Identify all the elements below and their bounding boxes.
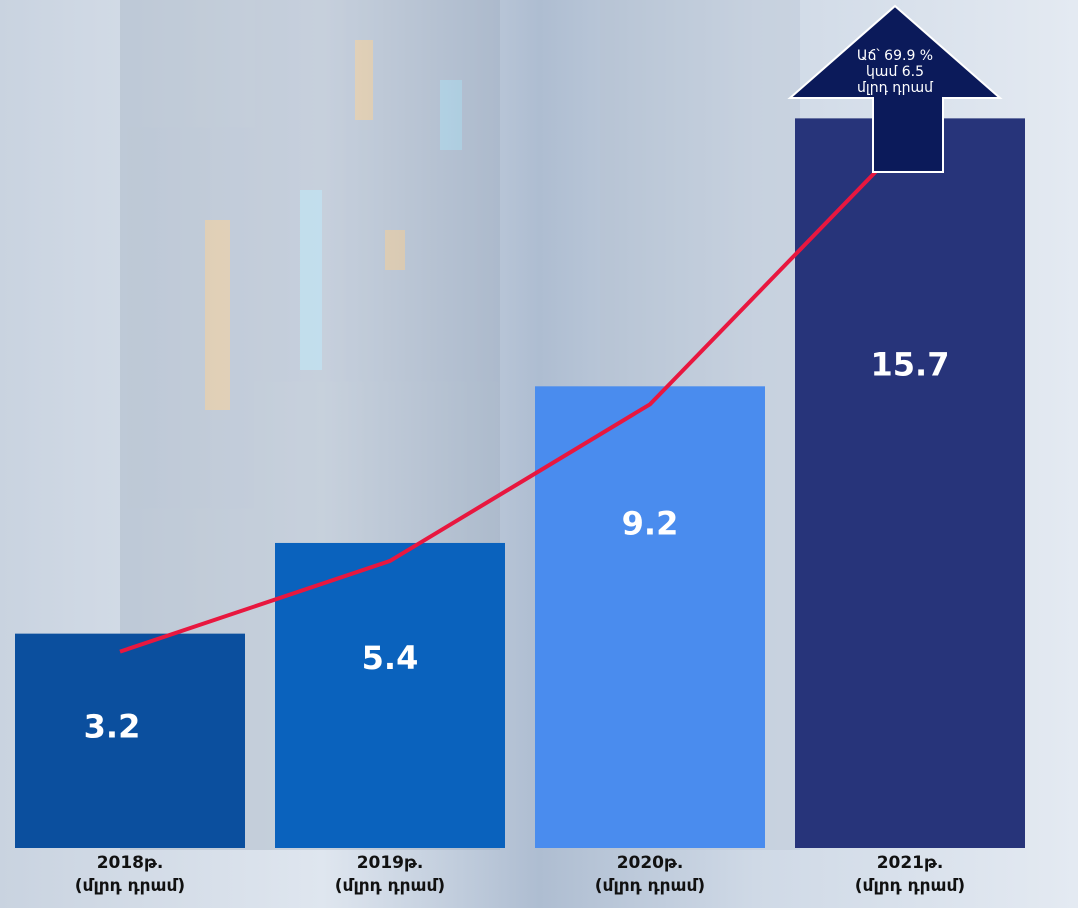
- trend-line: [119, 134, 912, 654]
- x-tick-label: 2019թ. (մլրդ դրամ): [334, 853, 446, 896]
- growth-annotation: Աճ՝ 69.9 % կամ 6.5 մլրդ դրամ: [856, 48, 934, 96]
- bar: [795, 118, 1025, 848]
- bar: [275, 542, 505, 848]
- bar: [15, 633, 245, 848]
- bar: [535, 386, 765, 848]
- x-tick-label: 2020թ. (մլրդ դրամ): [594, 853, 706, 896]
- value-label: 15.7: [871, 345, 950, 383]
- x-tick-label: 2021թ. (մլրդ դրամ): [854, 853, 966, 896]
- value-label: 5.4: [362, 639, 419, 677]
- value-label: 9.2: [622, 504, 679, 542]
- growth-arrow: [787, 4, 1003, 173]
- value-label: 3.2: [84, 708, 141, 746]
- x-tick-label: 2018թ. (մլրդ դրամ): [74, 853, 186, 896]
